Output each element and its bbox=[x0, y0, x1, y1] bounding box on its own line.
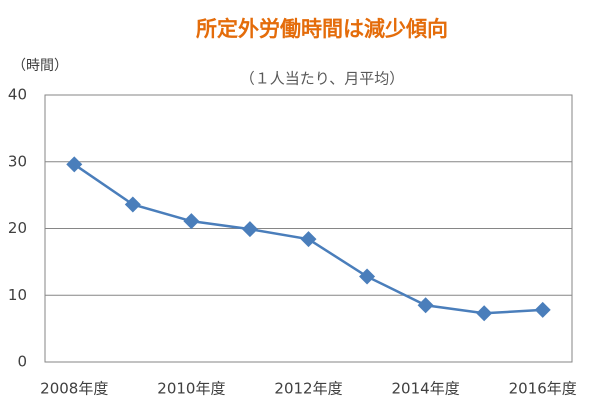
data-point bbox=[183, 213, 200, 230]
data-point bbox=[476, 305, 493, 322]
data-point bbox=[417, 297, 434, 314]
y-tick-label: 20 bbox=[8, 219, 27, 237]
y-axis-label: （時間） bbox=[12, 58, 68, 74]
y-tick-label: 30 bbox=[8, 152, 27, 170]
data-point bbox=[359, 268, 376, 285]
chart-title: 所定外労働時間は減少傾向 bbox=[196, 17, 448, 41]
data-point bbox=[66, 156, 83, 173]
chart-subtitle: （１人当たり、月平均） bbox=[240, 70, 404, 88]
x-tick-label: 2008年度 bbox=[40, 380, 108, 398]
data-point bbox=[124, 196, 141, 213]
y-tick-label: 40 bbox=[8, 86, 27, 104]
x-tick-label: 2014年度 bbox=[392, 380, 460, 398]
data-point bbox=[300, 231, 317, 248]
x-tick-label: 2010年度 bbox=[157, 380, 225, 398]
y-tick-label: 10 bbox=[8, 286, 27, 304]
y-tick-label: 0 bbox=[17, 353, 27, 371]
data-point bbox=[534, 301, 551, 318]
data-point bbox=[241, 221, 258, 238]
x-tick-label: 2016年度 bbox=[509, 380, 577, 398]
x-tick-label: 2012年度 bbox=[274, 380, 342, 398]
